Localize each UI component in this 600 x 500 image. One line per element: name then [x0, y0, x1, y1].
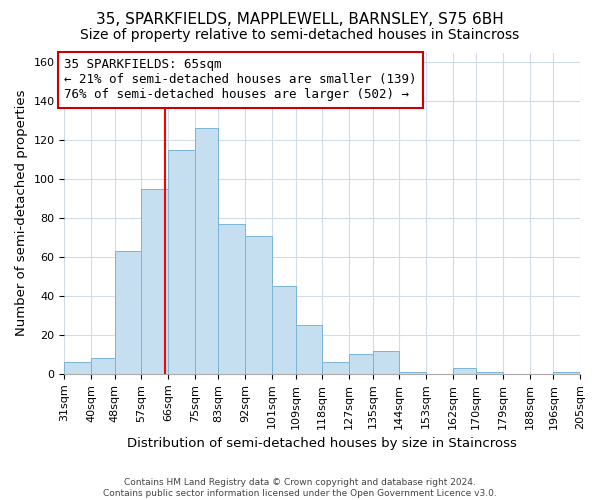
Bar [195, 128, 218, 374]
Bar [142, 189, 168, 374]
Bar [399, 372, 426, 374]
Text: 35 SPARKFIELDS: 65sqm
← 21% of semi-detached houses are smaller (139)
76% of sem: 35 SPARKFIELDS: 65sqm ← 21% of semi-deta… [64, 58, 417, 102]
Text: 35, SPARKFIELDS, MAPPLEWELL, BARNSLEY, S75 6BH: 35, SPARKFIELDS, MAPPLEWELL, BARNSLEY, S… [96, 12, 504, 28]
Bar [322, 362, 349, 374]
Bar [115, 251, 142, 374]
Bar [272, 286, 296, 374]
Text: Contains HM Land Registry data © Crown copyright and database right 2024.
Contai: Contains HM Land Registry data © Crown c… [103, 478, 497, 498]
X-axis label: Distribution of semi-detached houses by size in Staincross: Distribution of semi-detached houses by … [127, 437, 517, 450]
Bar [476, 372, 503, 374]
Bar [349, 354, 373, 374]
Bar [452, 368, 476, 374]
Bar [218, 224, 245, 374]
Bar [553, 372, 580, 374]
Bar [373, 350, 399, 374]
Bar [296, 325, 322, 374]
Bar [91, 358, 115, 374]
Y-axis label: Number of semi-detached properties: Number of semi-detached properties [15, 90, 28, 336]
Text: Size of property relative to semi-detached houses in Staincross: Size of property relative to semi-detach… [80, 28, 520, 42]
Bar [64, 362, 91, 374]
Bar [245, 236, 272, 374]
Bar [168, 150, 195, 374]
